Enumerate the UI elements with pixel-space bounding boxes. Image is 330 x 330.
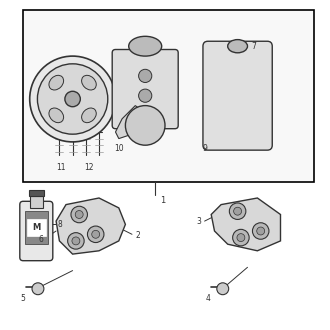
- FancyBboxPatch shape: [20, 201, 53, 261]
- Text: 4: 4: [206, 294, 210, 303]
- Polygon shape: [211, 198, 280, 251]
- Polygon shape: [115, 106, 148, 139]
- Circle shape: [257, 227, 265, 235]
- Circle shape: [32, 283, 44, 295]
- Bar: [30, 196, 43, 208]
- Text: 1: 1: [160, 196, 165, 205]
- Text: 5: 5: [21, 294, 25, 303]
- Circle shape: [233, 229, 249, 246]
- Polygon shape: [56, 198, 125, 254]
- Text: 12: 12: [84, 163, 94, 172]
- Circle shape: [125, 106, 165, 145]
- FancyBboxPatch shape: [203, 41, 272, 150]
- Text: 3: 3: [196, 216, 201, 226]
- Circle shape: [139, 89, 152, 102]
- Circle shape: [75, 211, 83, 218]
- Circle shape: [237, 234, 245, 242]
- Ellipse shape: [129, 36, 162, 56]
- Circle shape: [217, 283, 229, 295]
- Ellipse shape: [49, 108, 64, 123]
- Circle shape: [37, 64, 108, 134]
- Text: 10: 10: [114, 144, 123, 152]
- Circle shape: [87, 226, 104, 243]
- Ellipse shape: [49, 75, 64, 90]
- Text: M: M: [32, 223, 40, 232]
- Circle shape: [65, 91, 80, 107]
- Text: 9: 9: [202, 144, 207, 152]
- Text: 2: 2: [135, 231, 140, 241]
- Bar: [29, 190, 44, 196]
- Circle shape: [72, 237, 80, 245]
- Circle shape: [252, 223, 269, 239]
- Circle shape: [68, 233, 84, 249]
- Text: 8: 8: [58, 220, 62, 229]
- Ellipse shape: [228, 40, 248, 53]
- Ellipse shape: [82, 108, 96, 123]
- Text: 7: 7: [252, 42, 256, 51]
- Ellipse shape: [82, 75, 96, 90]
- Circle shape: [92, 230, 100, 238]
- Circle shape: [139, 69, 152, 82]
- Bar: [23, 10, 314, 182]
- Circle shape: [71, 206, 87, 223]
- FancyBboxPatch shape: [112, 50, 178, 129]
- Bar: [25, 211, 48, 244]
- Circle shape: [229, 203, 246, 219]
- Circle shape: [234, 207, 242, 215]
- Text: 6: 6: [38, 235, 43, 244]
- Circle shape: [30, 56, 116, 142]
- Bar: [27, 219, 46, 236]
- Text: 11: 11: [56, 163, 66, 172]
